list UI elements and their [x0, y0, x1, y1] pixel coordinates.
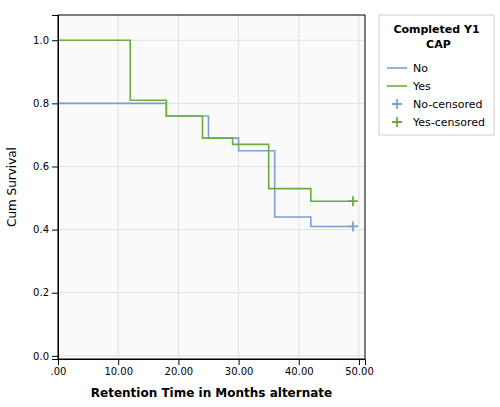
- tick-label: 0.2: [33, 287, 49, 298]
- grid-line-y: [58, 292, 365, 293]
- tick: 10.00: [104, 359, 133, 377]
- marks: [58, 40, 358, 231]
- legend-label: No: [413, 62, 428, 75]
- tick-label: 30.00: [225, 366, 254, 377]
- legend-swatch: [387, 85, 407, 87]
- tick: 20.00: [165, 359, 194, 377]
- tick: 0.4: [33, 224, 58, 235]
- y-axis: 0.0 0.2 0.4 0.6 0.8 1.0: [33, 16, 58, 362]
- plot-background: [58, 15, 365, 359]
- tick-label: 10.00: [104, 366, 133, 377]
- tick: 40.00: [285, 359, 314, 377]
- censor-marker: [348, 221, 358, 231]
- tick: 0.2: [33, 287, 58, 298]
- grid-line-x: [178, 15, 179, 359]
- grid-line-x: [358, 15, 359, 359]
- tick-label: 0.6: [33, 161, 49, 172]
- tick-label: 0.8: [33, 98, 49, 109]
- grid-line-x: [118, 15, 119, 359]
- grid-line-x: [238, 15, 239, 359]
- legend-item: Yes: [387, 80, 431, 93]
- legend-label: Yes: [412, 80, 431, 93]
- legend-title-line: CAP: [422, 38, 450, 51]
- tick-mark: [52, 103, 58, 104]
- tick-mark: [359, 359, 360, 365]
- tick-label: 50.00: [345, 366, 374, 377]
- tick-label: 40.00: [285, 366, 314, 377]
- axis-line: [52, 16, 59, 360]
- y-axis-title: Cum Survival: [5, 147, 19, 227]
- tick-mark: [52, 356, 58, 357]
- plot: .00 10.00 20.00 30.00 40.00 50.00 0.0 0.2 0.4 0.6…: [33, 15, 374, 377]
- tick-mark: [52, 40, 58, 41]
- legend-swatch: [392, 117, 402, 127]
- grid-line-y: [58, 355, 365, 356]
- censor-marker: [348, 196, 358, 206]
- legend-title: Completed Y1 CAP: [393, 23, 479, 51]
- tick-mark: [52, 230, 58, 231]
- tick-mark: [239, 359, 240, 365]
- survival-line: [58, 103, 353, 226]
- tick: 0.0: [33, 351, 58, 362]
- legend-item: No: [387, 62, 428, 75]
- x-axis: .00 10.00 20.00 30.00 40.00 50.00: [51, 359, 374, 377]
- survival-line: [58, 40, 353, 201]
- chart: .00 10.00 20.00 30.00 40.00 50.00 0.0 0.2 0.4 0.6…: [0, 0, 500, 407]
- tick-mark: [52, 293, 58, 294]
- tick-mark: [178, 359, 179, 365]
- legend-item: Yes-censored: [392, 116, 485, 129]
- tick: 50.00: [345, 359, 374, 377]
- legend-box: [379, 15, 494, 135]
- grid-line-y: [58, 229, 365, 230]
- legend-label: No-censored: [413, 98, 482, 111]
- tick: 1.0: [33, 35, 58, 46]
- tick: .00: [51, 359, 67, 377]
- tick: 0.6: [33, 161, 58, 172]
- tick-label: 1.0: [33, 35, 49, 46]
- tick-label: 20.00: [165, 366, 194, 377]
- legend-swatch: [387, 67, 407, 69]
- x-axis-title: Retention Time in Months alternate: [91, 386, 332, 400]
- tick-label: 0.0: [33, 351, 49, 362]
- tick-mark: [299, 359, 300, 365]
- tick: 30.00: [225, 359, 254, 377]
- tick-label: 0.4: [33, 224, 49, 235]
- legend: Completed Y1 CAP No Yes No-censored Yes-cens…: [379, 15, 494, 135]
- legend-title-line: Completed Y1: [393, 23, 479, 36]
- plot-frame: [58, 15, 365, 359]
- legend-item: No-censored: [392, 98, 482, 111]
- axis-line: [59, 360, 366, 366]
- grid: [58, 15, 365, 359]
- tick-mark: [52, 166, 58, 167]
- legend-label: Yes-censored: [412, 116, 485, 129]
- grid-line-y: [58, 166, 365, 167]
- legend-swatch: [392, 99, 402, 109]
- tick-mark: [118, 359, 119, 365]
- tick: 0.8: [33, 98, 58, 109]
- grid-line-x: [298, 15, 299, 359]
- tick-label: .00: [51, 366, 67, 377]
